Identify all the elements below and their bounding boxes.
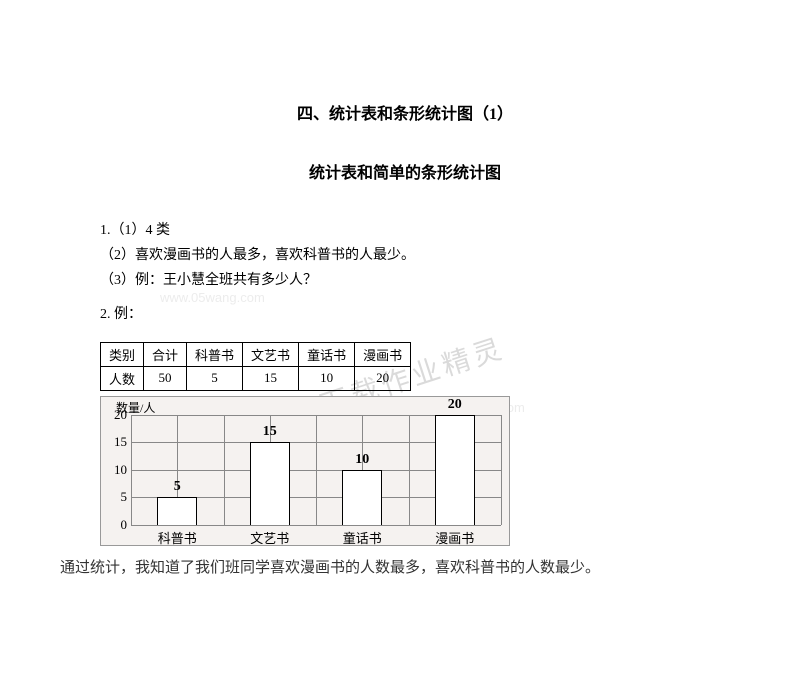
table-header-cell: 童话书 — [299, 342, 355, 366]
chart-y-tick: 5 — [109, 489, 127, 505]
table-header-cell: 科普书 — [187, 342, 243, 366]
table-cell: 50 — [144, 366, 187, 390]
sub-title: 统计表和简单的条形统计图 — [100, 159, 710, 183]
chart-y-tick: 10 — [109, 462, 127, 478]
table-data-row: 人数 50 5 15 10 20 — [101, 366, 411, 390]
stats-table: 类别 合计 科普书 文艺书 童话书 漫画书 人数 50 5 15 10 20 — [100, 342, 411, 391]
chart-plot-area: 051015205科普书15文艺书10童话书20漫画书 — [131, 415, 501, 525]
chart-y-tick: 15 — [109, 434, 127, 450]
bar-chart: 数量/人 051015205科普书15文艺书10童话书20漫画书 — [100, 396, 510, 546]
table-cell: 5 — [187, 366, 243, 390]
table-row-label: 人数 — [101, 366, 144, 390]
chart-y-tick: 20 — [109, 407, 127, 423]
chart-x-label: 文艺书 — [250, 528, 289, 547]
table-header-cell: 类别 — [101, 342, 144, 366]
chart-gridline-v — [224, 415, 225, 525]
chart-gridline-v — [409, 415, 410, 525]
chart-y-tick: 0 — [109, 517, 127, 533]
chart-x-label: 童话书 — [343, 528, 382, 547]
chart-bar-value: 15 — [263, 424, 277, 440]
conclusion-text: 通过统计，我知道了我们班同学喜欢漫画书的人数最多，喜欢科普书的人数最少。 — [60, 556, 710, 577]
table-header-cell: 合计 — [144, 342, 187, 366]
chart-x-label: 科普书 — [158, 528, 197, 547]
page-content: 四、统计表和条形统计图（1） 统计表和简单的条形统计图 1.（1）4 类 （2）… — [0, 0, 800, 597]
chart-bar — [342, 470, 382, 525]
answer-2: 2. 例： — [100, 302, 710, 327]
table-cell: 20 — [355, 366, 411, 390]
table-cell: 10 — [299, 366, 355, 390]
chart-bar-value: 20 — [448, 397, 462, 413]
chart-gridline-v — [316, 415, 317, 525]
chart-gridline-v — [501, 415, 502, 525]
table-header-cell: 文艺书 — [243, 342, 299, 366]
answer-1-2: （2）喜欢漫画书的人最多，喜欢科普书的人最少。 — [100, 243, 710, 268]
chart-bar — [250, 442, 290, 525]
chart-bar-value: 10 — [355, 452, 369, 468]
chart-bar-value: 5 — [174, 479, 181, 495]
table-header-row: 类别 合计 科普书 文艺书 童话书 漫画书 — [101, 342, 411, 366]
chart-gridline-h — [131, 525, 501, 526]
chart-x-label: 漫画书 — [435, 528, 474, 547]
answer-1-1: 1.（1）4 类 — [100, 218, 710, 243]
table-header-cell: 漫画书 — [355, 342, 411, 366]
chart-bar — [157, 497, 197, 525]
answer-1-3: （3）例：王小慧全班共有多少人？ — [100, 268, 710, 293]
chart-gridline-v — [131, 415, 132, 525]
main-title: 四、统计表和条形统计图（1） — [100, 100, 710, 124]
table-cell: 15 — [243, 366, 299, 390]
answers-section: 1.（1）4 类 （2）喜欢漫画书的人最多，喜欢科普书的人最少。 （3）例：王小… — [100, 218, 710, 327]
chart-bar — [435, 415, 475, 525]
